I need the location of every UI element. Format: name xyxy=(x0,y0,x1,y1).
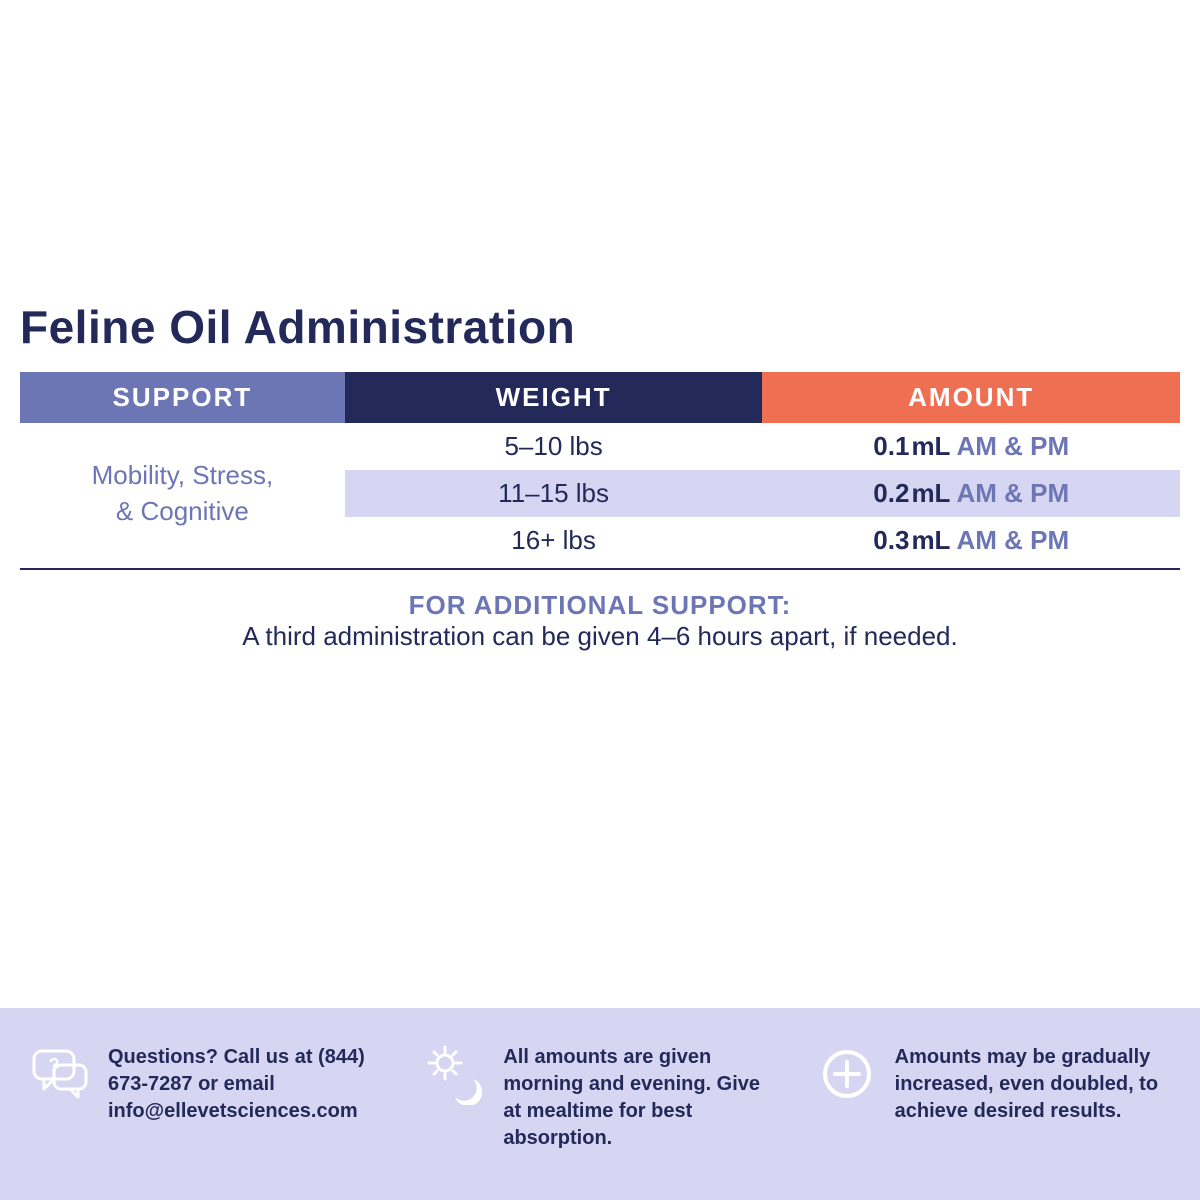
table-header-row: SUPPORT WEIGHT AMOUNT xyxy=(20,372,1180,423)
table-body: Mobility, Stress,& Cognitive5–10 lbs0.1m… xyxy=(20,423,1180,564)
support-line2: & Cognitive xyxy=(116,496,249,526)
amount-unit: mL xyxy=(911,431,950,461)
footer: ? Questions? Call us at (844) 673-7287 or… xyxy=(0,1008,1200,1200)
amount-value: 0.3 xyxy=(873,525,909,555)
table-row: Mobility, Stress,& Cognitive5–10 lbs0.1m… xyxy=(20,423,1180,470)
col-support: SUPPORT xyxy=(20,372,345,423)
amount-note: AM & PM xyxy=(956,525,1069,555)
weight-cell: 11–15 lbs xyxy=(345,470,763,517)
footer-text: Amounts may be gradually increased, even… xyxy=(895,1044,1170,1125)
footer-text: Questions? Call us at (844) 673-7287 or … xyxy=(108,1044,383,1125)
amount-unit: mL xyxy=(911,525,950,555)
weight-cell: 5–10 lbs xyxy=(345,423,763,470)
footer-text: All amounts are given morning and evenin… xyxy=(503,1044,776,1152)
chat-question-icon: ? xyxy=(30,1044,90,1104)
amount-unit: mL xyxy=(911,478,950,508)
footer-item: Amounts may be gradually increased, even… xyxy=(817,1044,1170,1125)
sun-moon-icon xyxy=(423,1044,485,1104)
amount-cell: 0.2mLAM & PM xyxy=(762,470,1180,517)
amount-note: AM & PM xyxy=(956,478,1069,508)
support-cell: Mobility, Stress, & Cognitive xyxy=(20,423,345,564)
amount-cell: 0.1mLAM & PM xyxy=(762,423,1180,470)
plus-circle-icon xyxy=(817,1044,877,1104)
col-weight: WEIGHT xyxy=(345,372,763,423)
additional-support: FOR ADDITIONAL SUPPORT: A third administ… xyxy=(20,590,1180,652)
amount-value: 0.2 xyxy=(873,478,909,508)
footer-item: ? Questions? Call us at (844) 673-7287 or… xyxy=(30,1044,383,1125)
page-title: Feline Oil Administration xyxy=(20,300,1180,354)
dosage-table: SUPPORT WEIGHT AMOUNT Mobility, Stress, &… xyxy=(20,372,1180,564)
amount-cell: 0.3mLAM & PM xyxy=(762,517,1180,564)
footer-item: All amounts are given morning and evenin… xyxy=(423,1044,776,1152)
support-line1: Mobility, Stress, xyxy=(92,460,274,490)
additional-title: FOR ADDITIONAL SUPPORT: xyxy=(20,590,1180,621)
weight-cell: 16+ lbs xyxy=(345,517,763,564)
additional-body: A third administration can be given 4–6 … xyxy=(20,621,1180,652)
amount-value: 0.1 xyxy=(873,431,909,461)
table-rule xyxy=(20,568,1180,570)
col-amount: AMOUNT xyxy=(762,372,1180,423)
amount-note: AM & PM xyxy=(956,431,1069,461)
